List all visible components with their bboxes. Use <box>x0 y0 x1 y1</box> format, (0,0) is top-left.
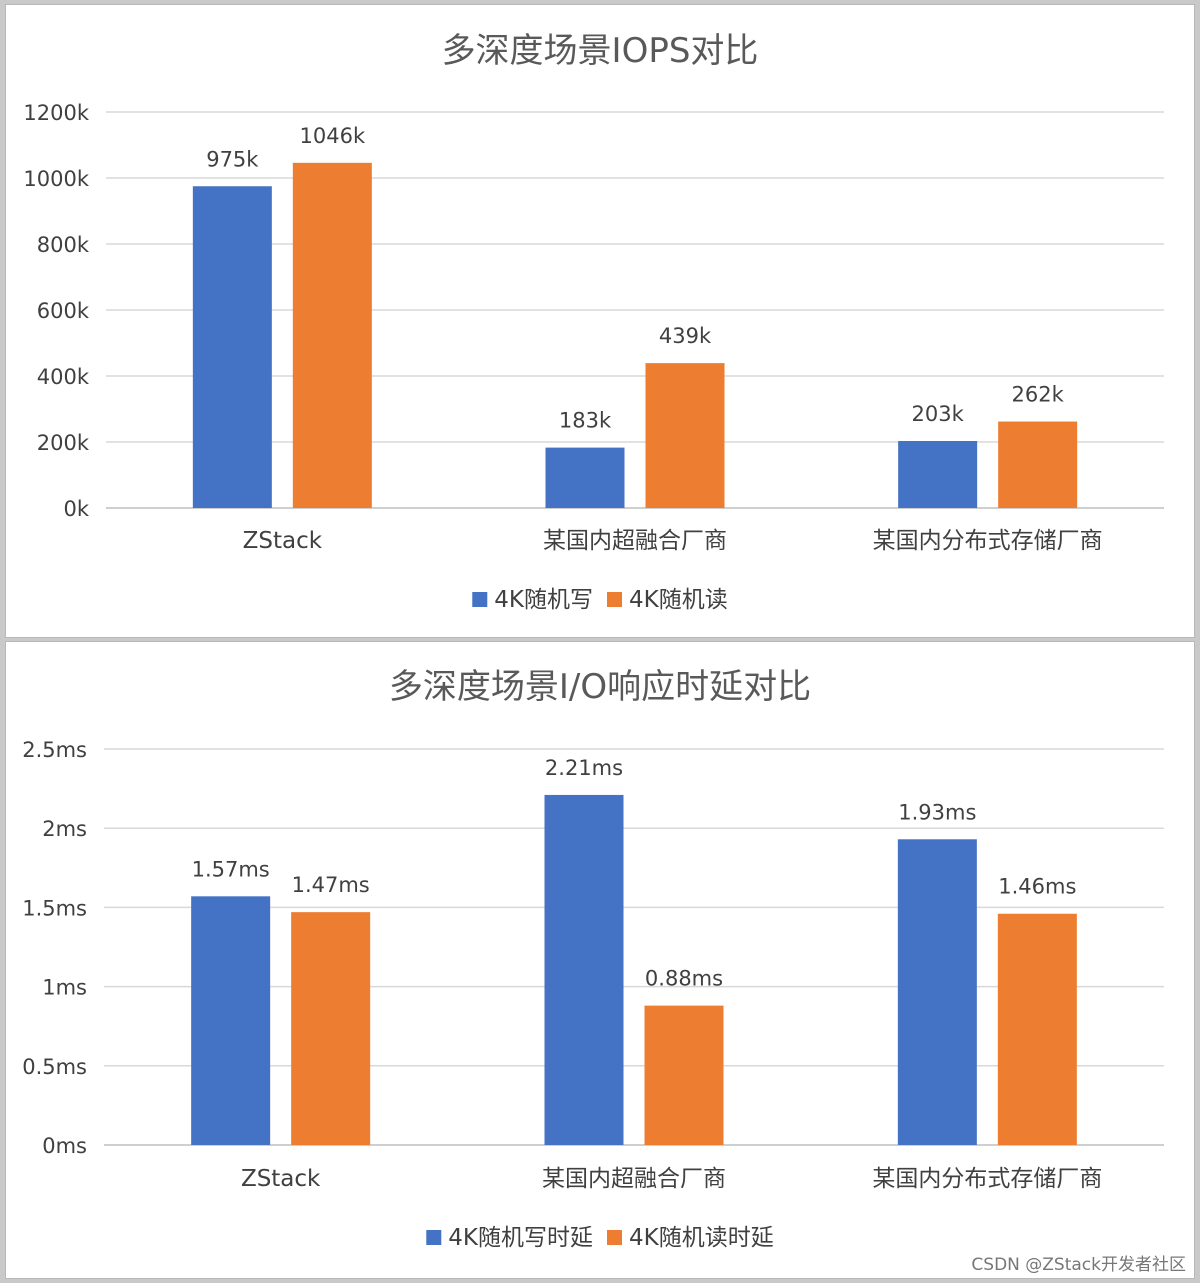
data-label: 2.21ms <box>545 756 623 780</box>
legend: 4K随机写 4K随机读 <box>472 587 728 613</box>
data-label: 439k <box>659 324 712 348</box>
y-tick-label: 1.5ms <box>22 896 87 920</box>
legend-label: 4K随机写 <box>494 587 593 613</box>
y-tick-label: 600k <box>37 299 90 323</box>
legend-label: 4K随机读 <box>629 587 728 613</box>
iops-chart: 多深度场景IOPS对比 0k 200k 400k 600k 800k 1000k 1200k 9… <box>23 31 1164 613</box>
data-label: 975k <box>206 147 259 171</box>
latency-chart: 多深度场景I/O响应时延对比 0ms 0.5ms 1ms 1.5ms 2ms 2.5ms 1.… <box>22 667 1164 1251</box>
category-label: ZStack <box>241 1166 321 1192</box>
data-label: 203k <box>912 402 965 426</box>
legend-label: 4K随机读时延 <box>629 1225 774 1251</box>
data-label: 1.57ms <box>192 857 270 881</box>
legend: 4K随机写时延 4K随机读时延 <box>426 1225 774 1251</box>
category-label: 某国内超融合厂商 <box>543 528 727 554</box>
category-label: 某国内超融合厂商 <box>542 1166 726 1192</box>
bar-2 <box>644 1005 724 1145</box>
y-tick-label: 400k <box>37 365 90 389</box>
latency-chart-panel: 多深度场景I/O响应时延对比 0ms 0.5ms 1ms 1.5ms 2ms 2.5ms 1.… <box>5 641 1195 1279</box>
y-tick-label: 2ms <box>42 817 87 841</box>
y-tick-label: 0.5ms <box>22 1055 87 1079</box>
bar-2 <box>645 363 725 508</box>
watermark: CSDN @ZStack开发者社区 <box>971 1255 1186 1275</box>
bar-2 <box>998 421 1078 508</box>
category-label: ZStack <box>243 528 323 554</box>
iops-chart-panel: 多深度场景IOPS对比 0k 200k 400k 600k 800k 1000k 1200k 9… <box>5 4 1195 638</box>
data-label: 183k <box>559 409 612 433</box>
y-tick-label: 0ms <box>42 1134 87 1158</box>
y-tick-label: 1000k <box>23 167 89 191</box>
bar-1 <box>544 794 624 1145</box>
y-tick-label: 2.5ms <box>22 738 87 762</box>
legend-label: 4K随机写时延 <box>448 1225 593 1251</box>
legend-swatch-1 <box>472 592 488 607</box>
category-label: 某国内分布式存储厂商 <box>873 528 1103 554</box>
bar-1 <box>545 447 625 508</box>
legend-swatch-2 <box>607 592 622 607</box>
data-label: 1.46ms <box>998 875 1076 899</box>
data-label: 0.88ms <box>645 967 723 991</box>
chart-title: 多深度场景IOPS对比 <box>442 31 759 71</box>
bar-1 <box>192 186 272 508</box>
y-tick-label: 0k <box>63 497 89 521</box>
y-tick-label: 200k <box>37 431 90 455</box>
category-label: 某国内分布式存储厂商 <box>872 1166 1102 1192</box>
legend-swatch-1 <box>426 1230 442 1245</box>
bar-1 <box>191 896 271 1145</box>
y-tick-label: 800k <box>37 233 90 257</box>
bar-1 <box>897 839 977 1145</box>
bar-1 <box>898 441 978 508</box>
data-label: 1.47ms <box>292 873 370 897</box>
y-tick-label: 1200k <box>23 101 89 125</box>
bar-2 <box>291 912 371 1145</box>
legend-swatch-2 <box>607 1230 622 1245</box>
bar-2 <box>292 162 372 508</box>
data-label: 1.93ms <box>898 800 976 824</box>
chart-title: 多深度场景I/O响应时延对比 <box>389 667 811 707</box>
data-label: 1046k <box>300 124 366 148</box>
data-label: 262k <box>1012 383 1065 407</box>
bar-2 <box>997 913 1077 1145</box>
y-tick-label: 1ms <box>42 976 87 1000</box>
